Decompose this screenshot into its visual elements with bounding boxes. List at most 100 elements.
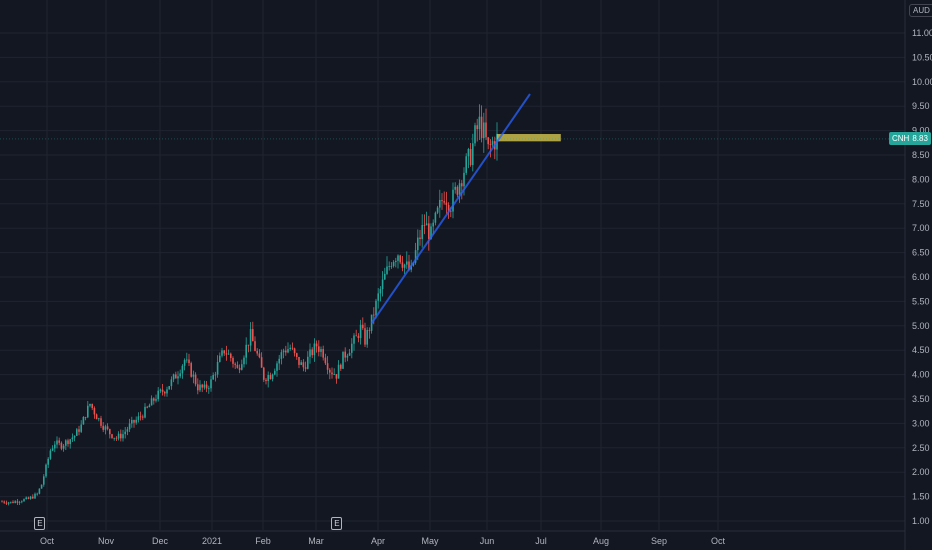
candle-body (106, 426, 109, 430)
candle (320, 346, 322, 357)
candle (432, 219, 434, 235)
candle (335, 374, 338, 384)
candle (494, 136, 496, 160)
candle-body (10, 501, 12, 503)
x-tick-label: Feb (255, 536, 271, 546)
candle-body (120, 433, 122, 439)
candle (122, 429, 124, 442)
candle-body (216, 361, 219, 375)
y-tick-label: 8.00 (912, 174, 930, 184)
candle-body (190, 363, 192, 377)
candle-body (289, 347, 291, 350)
candle-body (201, 384, 203, 388)
candle (232, 356, 234, 368)
candle (458, 179, 461, 203)
candle-body (456, 186, 459, 195)
grid (0, 0, 905, 530)
candle (318, 340, 320, 357)
earnings-marker[interactable]: E (34, 517, 46, 530)
candle-body (168, 386, 170, 390)
candle-body (388, 266, 390, 267)
candle (485, 108, 487, 141)
candle (384, 267, 386, 280)
candle (120, 429, 122, 442)
candle-body (102, 425, 104, 430)
y-tick-label: 2.00 (912, 467, 930, 477)
candle (399, 254, 401, 265)
candle (263, 366, 265, 382)
candle (304, 361, 307, 372)
candle (164, 390, 166, 397)
candle-body (469, 149, 472, 166)
candle-body (12, 501, 14, 503)
candle-body (25, 497, 27, 500)
candle (252, 321, 254, 342)
x-tick-label: Nov (98, 536, 115, 546)
candle (392, 260, 395, 268)
candle (359, 319, 362, 345)
candle-body (73, 435, 76, 438)
y-tick-label: 9.00 (912, 126, 930, 136)
candle (419, 229, 421, 246)
candle (157, 387, 159, 402)
candle (282, 348, 285, 359)
candle (27, 496, 30, 500)
candle-body (104, 426, 107, 430)
candle (47, 457, 49, 468)
candle-body (302, 362, 305, 368)
candle (60, 441, 63, 451)
candle-body (307, 356, 309, 369)
candle (23, 498, 25, 502)
candle (100, 415, 102, 428)
candle-body (401, 262, 404, 268)
candle-body (357, 335, 360, 339)
candle (456, 185, 459, 198)
candle (324, 353, 327, 365)
candle-body (335, 374, 338, 379)
x-tick-label: Oct (40, 536, 55, 546)
candle-body (452, 189, 454, 212)
candle (267, 371, 269, 388)
candle-body (344, 351, 346, 358)
currency-label[interactable]: AUD (909, 4, 932, 17)
candle (139, 411, 142, 421)
y-tick-label: 10.00 (912, 77, 932, 87)
candle (159, 388, 162, 393)
candle (89, 403, 91, 408)
last-price-value: 8.83 (912, 134, 928, 143)
candle (188, 353, 190, 366)
candle (469, 142, 472, 167)
candle (296, 352, 298, 360)
candle (386, 256, 388, 276)
candle-body (249, 329, 252, 346)
candle (289, 344, 291, 351)
candle (291, 342, 294, 350)
candle-body (454, 186, 456, 190)
candle-body (441, 200, 443, 202)
candle (166, 386, 168, 397)
candle-body (60, 442, 63, 449)
candle-body (276, 363, 278, 371)
candle (91, 403, 93, 411)
candle (454, 182, 456, 194)
candle (311, 347, 313, 359)
candle-body (27, 497, 30, 499)
candle (474, 122, 476, 147)
y-tick-label: 11.00 (912, 28, 932, 38)
y-tick-label: 2.50 (912, 443, 930, 453)
candle-body (58, 440, 60, 443)
candle (307, 351, 309, 370)
candle-body (177, 376, 179, 379)
candle (109, 428, 111, 439)
y-tick-label: 1.50 (912, 492, 930, 502)
earnings-marker[interactable]: E (331, 517, 343, 530)
candle-body (234, 363, 236, 365)
candle (135, 416, 137, 425)
candle (25, 496, 27, 500)
candle-body (159, 389, 162, 391)
candle-body (153, 398, 155, 401)
candle (93, 406, 96, 419)
candle-body (377, 293, 379, 301)
